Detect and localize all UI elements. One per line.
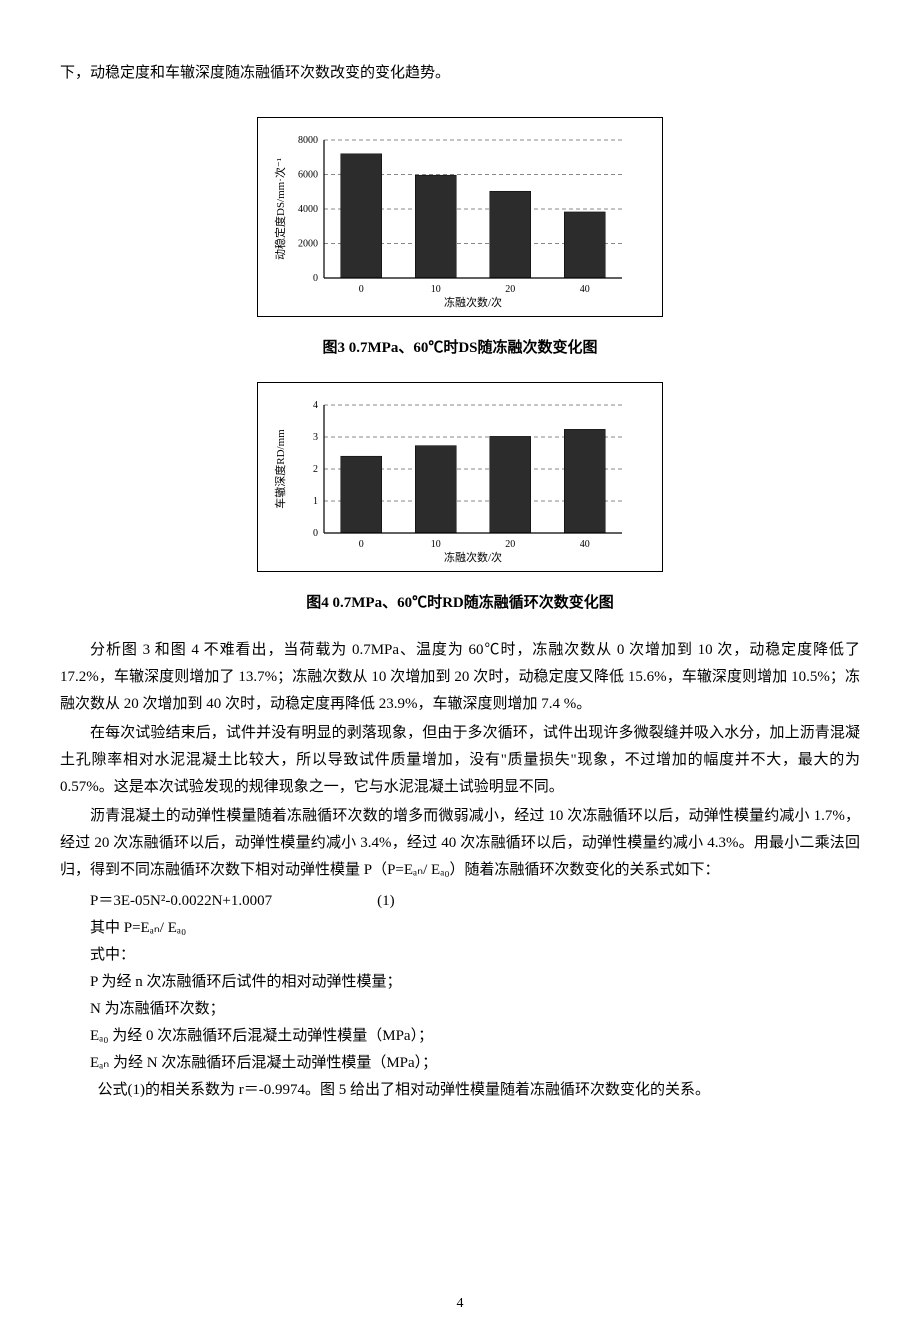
svg-text:0: 0 (359, 539, 364, 550)
chart-rd: 012340102040冻融次数/次车辙深度RD/mm 图4 0.7MPa、60… (60, 382, 860, 617)
svg-text:冻融次数/次: 冻融次数/次 (444, 550, 502, 564)
page-number: 4 (0, 1291, 920, 1316)
svg-text:4000: 4000 (298, 204, 318, 215)
formula-where: 其中 P=Eₐₙ/ Eₐ₀ (60, 915, 860, 942)
svg-text:1: 1 (313, 496, 318, 507)
svg-text:2000: 2000 (298, 239, 318, 250)
svg-text:动稳定度DS/mm·次⁻¹: 动稳定度DS/mm·次⁻¹ (273, 158, 287, 260)
svg-text:20: 20 (505, 539, 515, 550)
para-2: 在每次试验结束后，试件并没有明显的剥落现象，但由于多次循环，试件出现许多微裂缝并… (60, 720, 860, 801)
var-edn: Eₐₙ 为经 N 次冻融循环后混凝土动弹性模量（MPa）； (60, 1050, 860, 1077)
svg-text:10: 10 (431, 539, 441, 550)
svg-text:10: 10 (431, 284, 441, 295)
svg-text:0: 0 (313, 273, 318, 284)
opening-text: 下，动稳定度和车辙深度随冻融循环次数改变的变化趋势。 (60, 60, 860, 87)
svg-text:6000: 6000 (298, 170, 318, 181)
svg-text:4: 4 (313, 400, 318, 411)
svg-text:车辙深度RD/mm: 车辙深度RD/mm (273, 429, 287, 509)
chart-rd-caption: 图4 0.7MPa、60℃时RD随冻融循环次数变化图 (306, 590, 614, 617)
formula-1: P＝3E-05N²-0.0022N+1.0007 (1) (60, 888, 860, 915)
para-last: 公式(1)的相关系数为 r＝-0.9974。图 5 给出了相对动弹性模量随着冻融… (60, 1077, 860, 1104)
svg-text:0: 0 (313, 528, 318, 539)
svg-text:0: 0 (359, 284, 364, 295)
svg-text:8000: 8000 (298, 135, 318, 146)
var-p: P 为经 n 次冻融循环后试件的相对动弹性模量； (60, 969, 860, 996)
chart-rd-svg: 012340102040冻融次数/次车辙深度RD/mm (272, 395, 632, 565)
chart-ds-svg: 0 2000 4000 6000 8000 0 10 20 40 冻融次数/次 动稳定度DS/mm·… (272, 130, 632, 310)
svg-text:40: 40 (580, 284, 590, 295)
svg-text:40: 40 (580, 539, 590, 550)
svg-text:2: 2 (313, 464, 318, 475)
chart-rd-box: 012340102040冻融次数/次车辙深度RD/mm (257, 382, 663, 572)
chart-ds: 0 2000 4000 6000 8000 0 10 20 40 冻融次数/次 动稳定度DS/mm·… (60, 117, 860, 362)
para-3: 沥青混凝土的动弹性模量随着冻融循环次数的增多而微弱减小，经过 10 次冻融循环以… (60, 803, 860, 884)
vars-header: 式中： (60, 942, 860, 969)
var-ed0: Eₐ₀ 为经 0 次冻融循环后混凝土动弹性模量（MPa）； (60, 1023, 860, 1050)
chart-ds-caption: 图3 0.7MPa、60℃时DS随冻融次数变化图 (323, 335, 598, 362)
svg-text:冻融次数/次: 冻融次数/次 (444, 295, 502, 309)
para-1: 分析图 3 和图 4 不难看出，当荷载为 0.7MPa、温度为 60℃时，冻融次… (60, 637, 860, 718)
var-n: N 为冻融循环次数； (60, 996, 860, 1023)
chart-ds-box: 0 2000 4000 6000 8000 0 10 20 40 冻融次数/次 动稳定度DS/mm·… (257, 117, 663, 317)
svg-text:3: 3 (313, 432, 318, 443)
svg-text:20: 20 (505, 284, 515, 295)
